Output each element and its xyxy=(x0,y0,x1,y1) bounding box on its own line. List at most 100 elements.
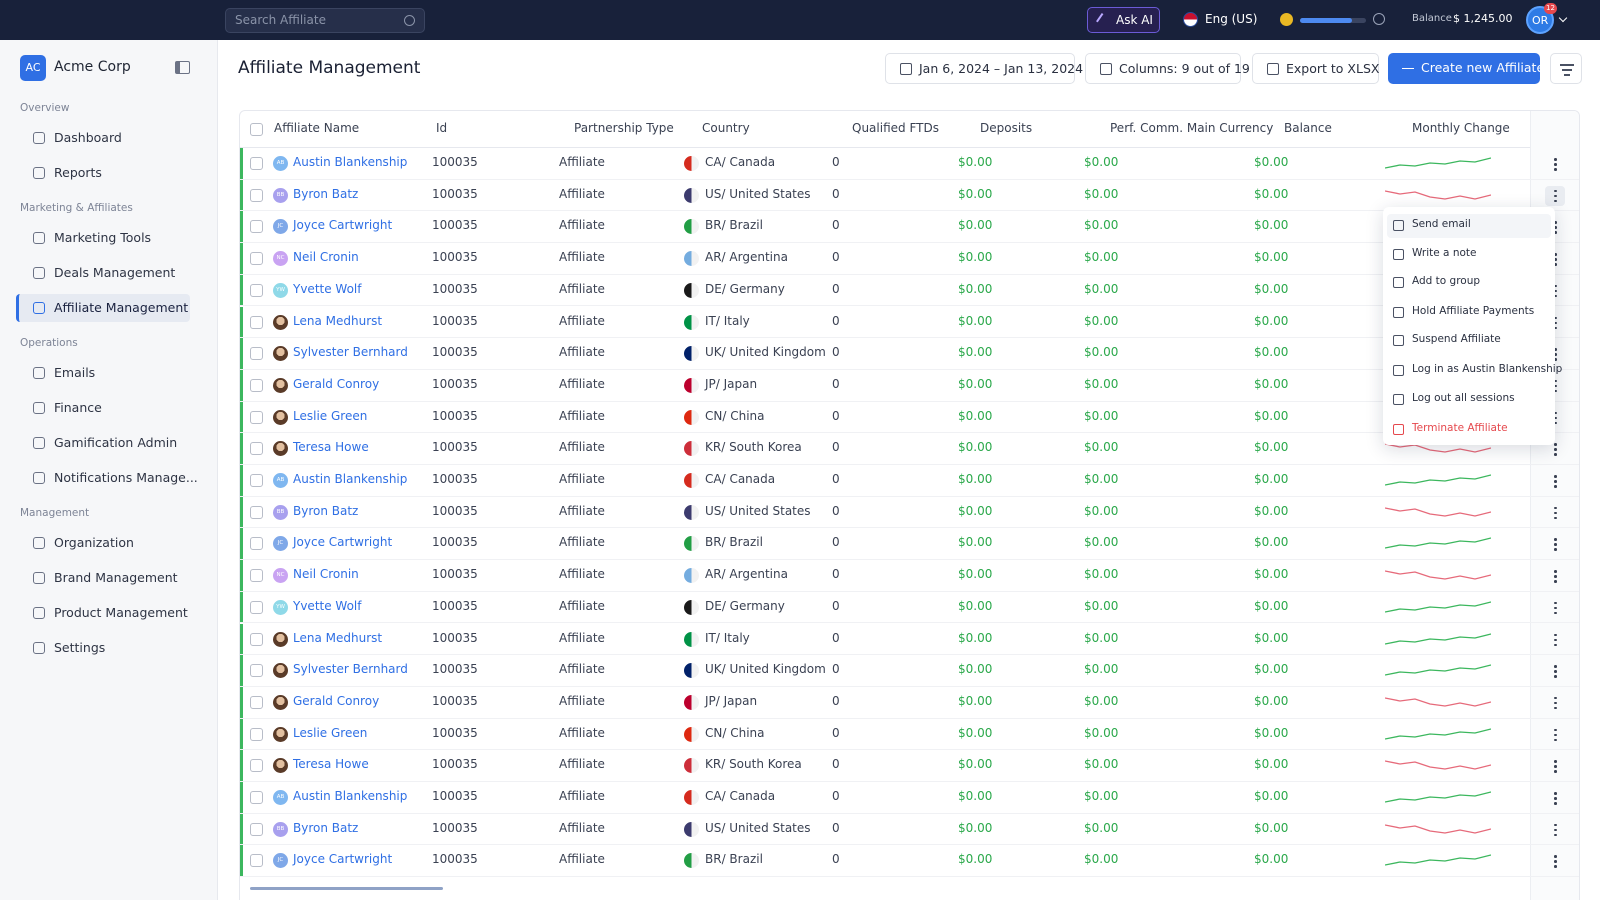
row-checkbox[interactable] xyxy=(250,727,263,741)
row-actions[interactable] xyxy=(1545,281,1565,301)
affiliate-name[interactable]: Yvette Wolf xyxy=(293,598,362,613)
nav-item[interactable]: Reports xyxy=(16,159,190,187)
row-checkbox[interactable] xyxy=(250,569,263,583)
affiliate-name[interactable]: Lena Medhurst xyxy=(293,313,383,328)
row-actions[interactable] xyxy=(1545,788,1565,808)
create-button[interactable]: Create new Affiliate xyxy=(1388,53,1544,84)
affiliate-name[interactable]: Neil Cronin xyxy=(293,250,359,265)
row-checkbox[interactable] xyxy=(250,283,263,297)
row-actions[interactable] xyxy=(1545,630,1565,650)
row-actions[interactable] xyxy=(1545,725,1565,745)
row-checkbox[interactable] xyxy=(250,410,263,424)
nav-item[interactable]: Organization xyxy=(16,529,190,557)
nav-item[interactable]: Brand Management xyxy=(16,564,190,592)
affiliate-name[interactable]: Teresa Howe xyxy=(293,440,369,455)
row-actions[interactable] xyxy=(1545,249,1565,269)
row-actions[interactable] xyxy=(1545,408,1565,428)
row-actions[interactable] xyxy=(1545,598,1565,618)
row-actions[interactable] xyxy=(1545,313,1565,333)
affiliate-name[interactable]: Austin Blankenship xyxy=(293,155,408,169)
nav-item[interactable]: Marketing Tools xyxy=(16,224,190,252)
row-checkbox[interactable] xyxy=(250,220,263,234)
menu-item[interactable]: Hold Affiliate Payments xyxy=(1387,301,1551,325)
row-actions[interactable] xyxy=(1545,344,1565,364)
row-checkbox[interactable] xyxy=(250,157,263,170)
affiliate-name[interactable]: Austin Blankenship xyxy=(293,472,408,486)
row-checkbox[interactable] xyxy=(250,822,263,836)
export-button[interactable]: Export to XLSX xyxy=(1252,53,1379,84)
row-actions[interactable] xyxy=(1545,217,1565,237)
affiliate-name[interactable]: Teresa Howe xyxy=(293,757,369,772)
nav-item[interactable]: Deals Management xyxy=(16,259,190,287)
nav-item[interactable]: Settings xyxy=(16,634,190,662)
affiliate-name[interactable]: Joyce Cartwright xyxy=(293,852,393,867)
affiliate-name[interactable]: Byron Batz xyxy=(293,503,359,518)
affiliate-name[interactable]: Neil Cronin xyxy=(293,567,359,582)
nav-item[interactable]: Product Management xyxy=(16,599,190,627)
row-actions[interactable] xyxy=(1545,851,1565,871)
search-box[interactable]: Search Affiliate xyxy=(225,8,425,33)
row-checkbox[interactable] xyxy=(250,664,263,678)
row-actions[interactable] xyxy=(1545,661,1565,681)
row-actions[interactable] xyxy=(1545,154,1565,174)
affiliate-name[interactable]: Lena Medhurst xyxy=(293,630,383,645)
row-checkbox[interactable] xyxy=(250,791,263,804)
row-checkbox[interactable] xyxy=(250,442,263,456)
row-actions[interactable] xyxy=(1545,534,1565,554)
header-checkbox[interactable] xyxy=(250,123,263,136)
date-range-button[interactable]: Jan 6, 2024 – Jan 13, 2024 xyxy=(885,53,1083,84)
menu-item[interactable]: Add to group xyxy=(1387,271,1551,295)
affiliate-name[interactable]: Sylvester Bernhard xyxy=(293,662,408,677)
nav-item[interactable]: Emails xyxy=(16,359,190,387)
row-actions[interactable] xyxy=(1545,693,1565,713)
row-checkbox[interactable] xyxy=(250,188,263,202)
row-actions[interactable] xyxy=(1545,439,1565,459)
row-checkbox[interactable] xyxy=(250,600,263,614)
nav-item[interactable]: Notifications Manage... xyxy=(16,464,198,492)
row-actions[interactable] xyxy=(1545,185,1565,206)
columns-button[interactable]: Columns: 9 out of 19 xyxy=(1085,53,1250,84)
row-actions[interactable] xyxy=(1545,376,1565,396)
affiliate-name[interactable]: Gerald Conroy xyxy=(293,693,380,708)
ask-ai-button[interactable]: Ask AI xyxy=(1087,7,1160,33)
affiliate-name[interactable]: Leslie Green xyxy=(293,408,368,423)
row-actions[interactable] xyxy=(1545,471,1565,491)
row-checkbox[interactable] xyxy=(250,315,263,329)
affiliate-name[interactable]: Sylvester Bernhard xyxy=(293,345,408,360)
row-checkbox[interactable] xyxy=(250,378,263,392)
affiliate-name[interactable]: Austin Blankenship xyxy=(293,789,408,803)
menu-item[interactable]: Terminate Affiliate xyxy=(1387,418,1551,442)
affiliate-name[interactable]: Yvette Wolf xyxy=(293,281,362,296)
row-checkbox[interactable] xyxy=(250,474,263,487)
row-actions[interactable] xyxy=(1545,566,1565,586)
menu-item[interactable]: Log in as Austin Blankenship xyxy=(1387,359,1562,383)
nav-item[interactable]: Affiliate Management xyxy=(16,294,190,322)
row-checkbox[interactable] xyxy=(250,695,263,709)
row-checkbox[interactable] xyxy=(250,505,263,519)
affiliate-name[interactable]: Joyce Cartwright xyxy=(293,535,393,550)
affiliate-name[interactable]: Byron Batz xyxy=(293,186,359,201)
row-actions[interactable] xyxy=(1545,820,1565,840)
row-checkbox[interactable] xyxy=(250,252,263,266)
affiliate-name[interactable]: Joyce Cartwright xyxy=(293,218,393,233)
row-actions[interactable] xyxy=(1545,756,1565,776)
filter-button[interactable] xyxy=(1550,53,1582,84)
row-checkbox[interactable] xyxy=(250,759,263,773)
row-actions[interactable] xyxy=(1545,503,1565,523)
menu-item[interactable]: Suspend Affiliate xyxy=(1387,329,1551,353)
row-checkbox[interactable] xyxy=(250,347,263,361)
collapse-icon[interactable] xyxy=(175,61,190,74)
nav-item[interactable]: Finance xyxy=(16,394,190,422)
menu-item[interactable]: Send email xyxy=(1387,214,1551,238)
nav-item[interactable]: Dashboard xyxy=(16,124,190,152)
menu-item[interactable]: Log out all sessions xyxy=(1387,388,1551,412)
affiliate-name[interactable]: Leslie Green xyxy=(293,725,368,740)
language[interactable]: Eng (US) xyxy=(1205,12,1258,26)
row-checkbox[interactable] xyxy=(250,537,263,551)
nav-item[interactable]: Gamification Admin xyxy=(16,429,190,457)
row-checkbox[interactable] xyxy=(250,632,263,646)
menu-item[interactable]: Write a note xyxy=(1387,243,1551,267)
row-checkbox[interactable] xyxy=(250,854,263,868)
affiliate-name[interactable]: Byron Batz xyxy=(293,820,359,835)
affiliate-name[interactable]: Gerald Conroy xyxy=(293,376,380,391)
